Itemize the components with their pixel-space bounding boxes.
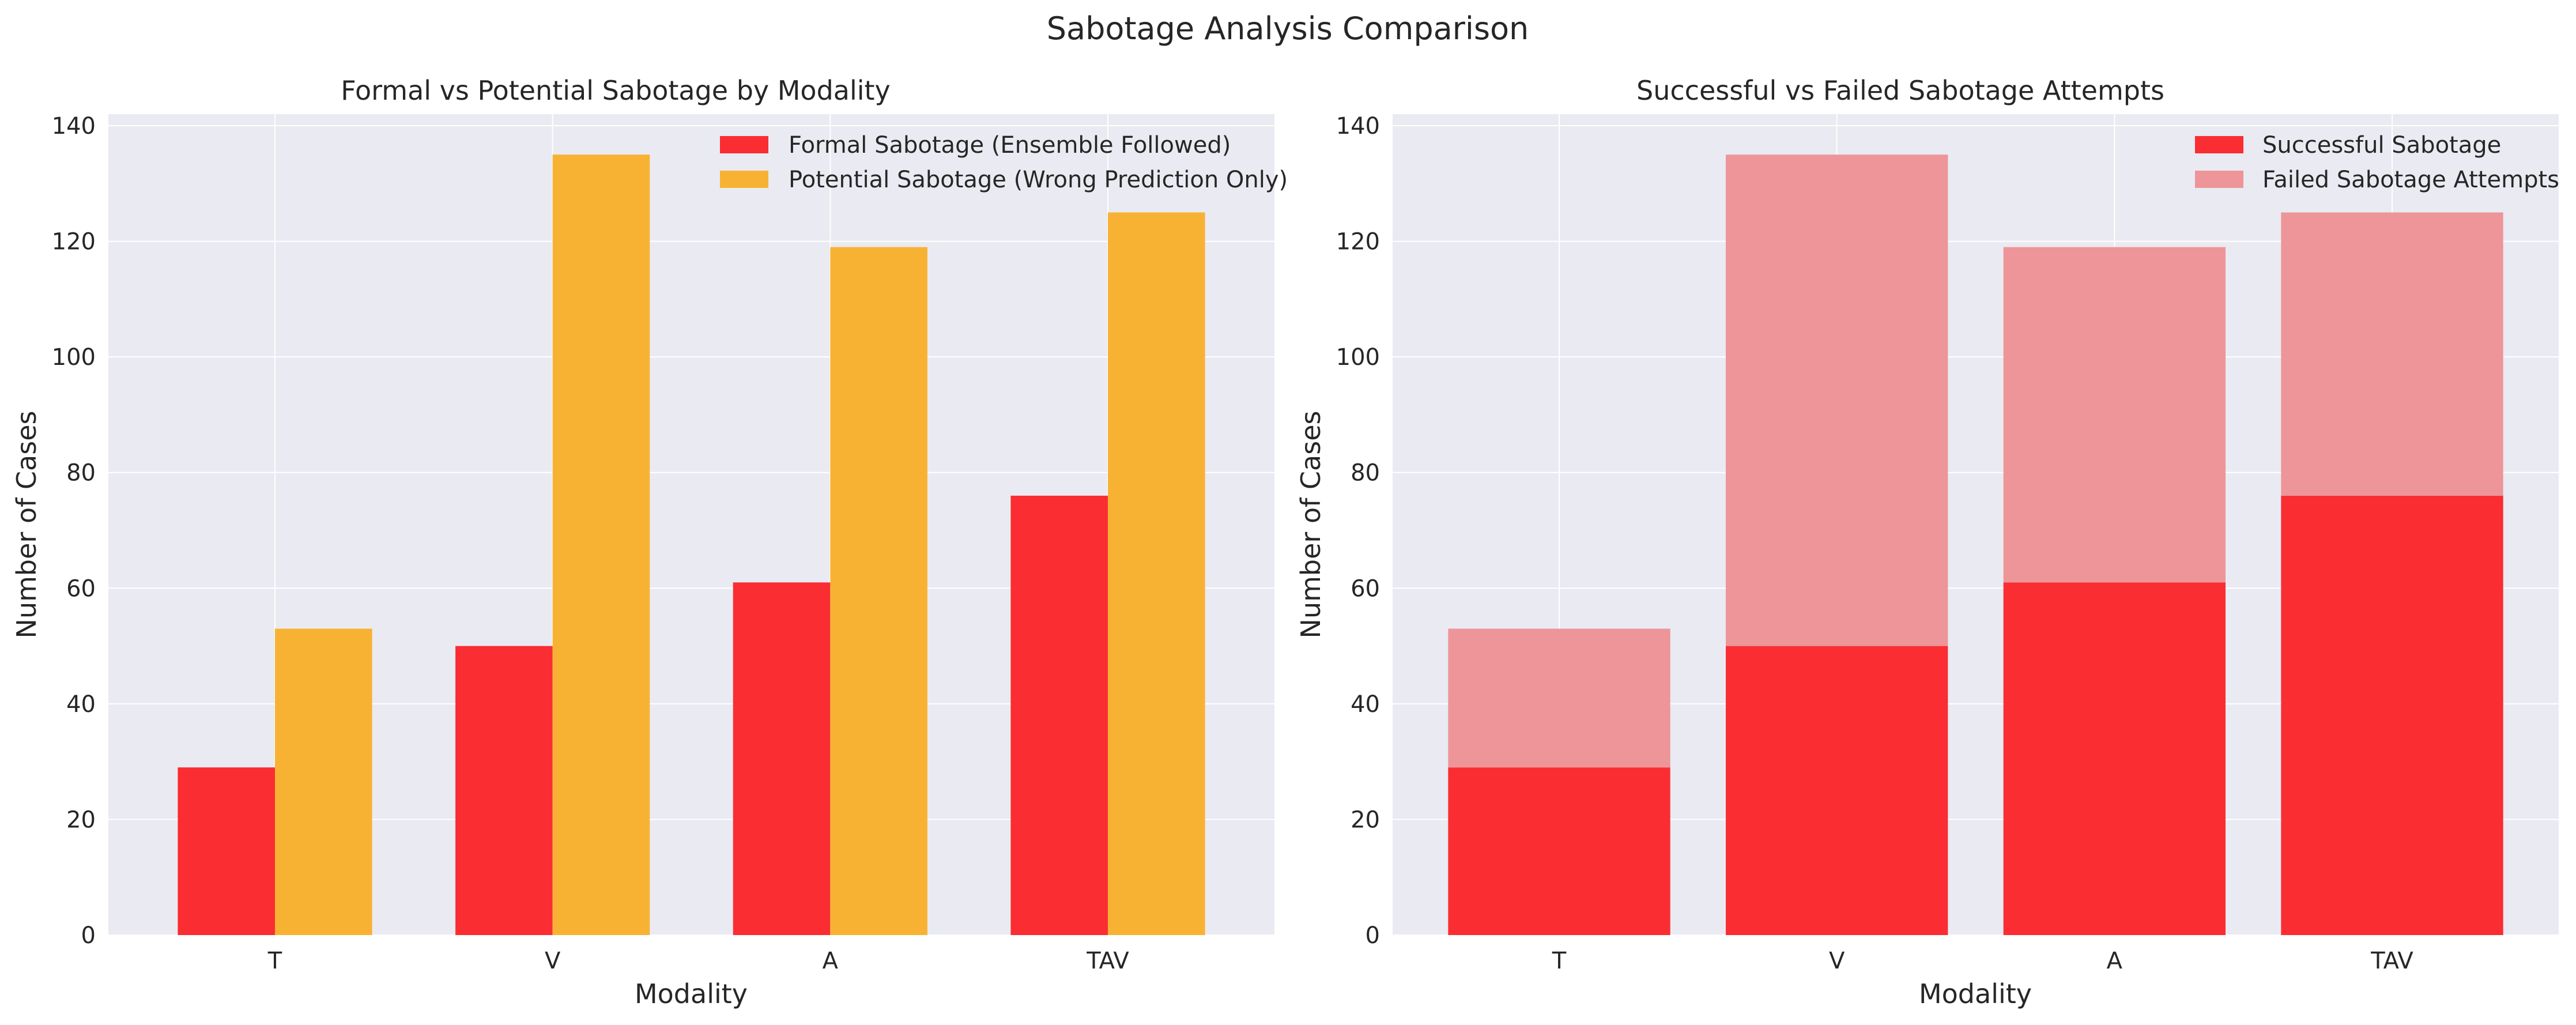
legend-swatch-potential [720,171,768,188]
y-tick-label: 120 [1336,229,1380,255]
chart-title-left: Formal vs Potential Sabotage by Modality [341,75,891,106]
x-axis-label-left: Modality [635,978,748,1009]
bar-potential-a [830,247,927,935]
x-tick-label: T [1552,948,1567,974]
y-tick-label: 40 [66,691,96,718]
legend-right: Successful Sabotage Failed Sabotage Atte… [2195,132,2559,193]
chart-title-right: Successful vs Failed Sabotage Attempts [1636,75,2164,106]
x-tick-label: TAV [2370,948,2413,974]
x-axis-label-right: Modality [1919,978,2032,1009]
x-ticks-left: T V A TAV [267,948,1130,974]
x-tick-label: TAV [1086,948,1129,974]
bar-potential-t [275,628,372,935]
y-tick-label: 140 [52,113,96,140]
x-tick-label: A [2107,948,2123,974]
y-tick-label: 0 [81,922,96,949]
legend-left: Formal Sabotage (Ensemble Followed) Pote… [720,132,1288,193]
y-axis-label-left: Number of Cases [11,411,42,639]
bar-potential-v [552,154,650,936]
bar-successful-t [1448,767,1670,935]
x-ticks-right: T V A TAV [1552,948,2414,974]
y-tick-label: 40 [1351,691,1380,718]
panel-stacked-bar: Successful vs Failed Sabotage Attempts 0… [1295,75,2559,1009]
bars-left [178,154,1205,936]
y-tick-label: 20 [66,807,96,833]
legend-swatch-failed [2195,171,2243,188]
bar-failed-v [1726,154,1948,646]
y-tick-label: 80 [66,460,96,487]
bar-formal-t [178,767,275,935]
bar-failed-a [2003,247,2226,583]
y-tick-label: 20 [1351,807,1380,833]
bar-successful-a [2003,582,2226,935]
bar-formal-v [455,646,553,935]
bar-successful-tav [2281,495,2503,935]
bars-right [1448,154,2503,935]
y-tick-label: 60 [66,575,96,602]
legend-label-potential: Potential Sabotage (Wrong Prediction Onl… [789,167,1288,193]
y-tick-label: 0 [1366,922,1380,949]
legend-label-formal: Formal Sabotage (Ensemble Followed) [789,132,1231,159]
figure-title: Sabotage Analysis Comparison [1047,10,1529,47]
bar-successful-v [1726,646,1948,935]
x-tick-label: V [545,948,561,974]
legend-label-successful: Successful Sabotage [2262,132,2501,159]
y-tick-label: 60 [1351,575,1380,602]
x-tick-label: V [1829,948,1845,974]
y-tick-label: 140 [1336,113,1380,140]
x-tick-label: A [823,948,839,974]
bar-failed-t [1448,628,1670,768]
y-tick-label: 100 [1336,344,1380,371]
legend-swatch-successful [2195,136,2243,153]
bar-failed-tav [2281,212,2503,496]
bar-potential-tav [1108,212,1205,935]
y-ticks-right: 0 20 40 60 80 100 120 140 [1336,113,1380,949]
y-tick-label: 80 [1351,460,1380,487]
panel-grouped-bar: Formal vs Potential Sabotage by Modality… [11,75,1288,1009]
y-tick-label: 120 [52,229,96,255]
legend-label-failed: Failed Sabotage Attempts [2262,167,2559,193]
bar-formal-tav [1010,495,1108,935]
y-axis-label-right: Number of Cases [1295,411,1326,639]
legend-swatch-formal [720,136,768,153]
bar-formal-a [733,582,831,935]
x-tick-label: T [267,948,282,974]
y-ticks-left: 0 20 40 60 80 100 120 140 [52,113,96,949]
y-tick-label: 100 [52,344,96,371]
